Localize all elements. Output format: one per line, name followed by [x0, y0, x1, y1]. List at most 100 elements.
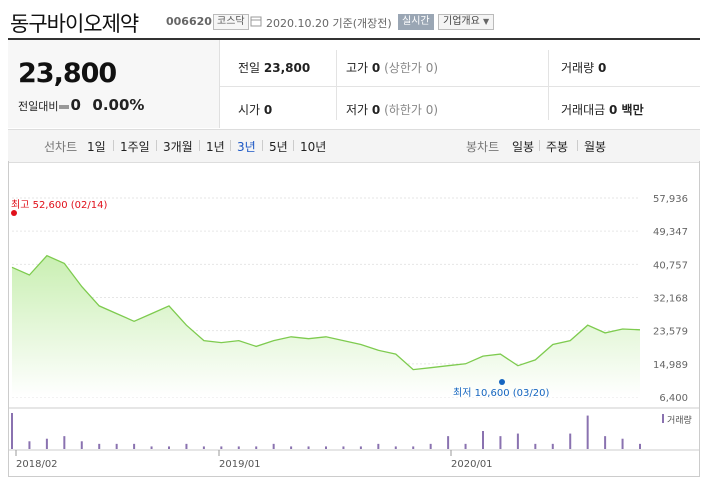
period-option-1[interactable]: 1주일: [120, 140, 150, 154]
volume-bar: [621, 438, 624, 449]
high-label: 고가: [346, 61, 369, 75]
volume-bar: [45, 438, 48, 449]
volume-bar: [307, 446, 310, 449]
period-option-4[interactable]: 3년: [237, 140, 256, 154]
prev-close-value: 23,800: [263, 61, 311, 75]
change-percent: 0.00%: [92, 96, 145, 114]
price-area: [12, 255, 640, 397]
prev-close-label: 전일: [238, 61, 261, 75]
volume-bar: [185, 443, 188, 449]
period-option-0[interactable]: 1일: [87, 140, 106, 154]
y-tick-label: 23,579: [653, 327, 688, 338]
period-option-6[interactable]: 10년: [300, 140, 327, 154]
live-button[interactable]: 실시간: [398, 14, 434, 30]
x-tick-label: 2019/01: [219, 459, 261, 470]
quote-col-divider: [548, 50, 549, 120]
volume-bar: [220, 446, 223, 449]
volume-bar: [639, 443, 641, 449]
period-separator: [199, 140, 200, 151]
price-panel: [8, 40, 220, 128]
stock-code: 006620: [166, 15, 212, 28]
volume-value: 0: [597, 61, 607, 75]
volume-legend: 거래량: [667, 414, 692, 426]
period-option-2[interactable]: 3개월: [163, 140, 193, 154]
period-option-5[interactable]: 5년: [269, 140, 288, 154]
volume-bar: [80, 441, 83, 449]
volume-bar: [28, 441, 31, 449]
volume-bar: [359, 446, 362, 449]
company-info-dropdown[interactable]: 기업개요 ▼: [438, 14, 495, 30]
high-value: 0: [371, 61, 381, 75]
open-price: 시가 0: [238, 101, 272, 118]
volume-bar: [429, 443, 432, 449]
market-badge: 코스닥: [213, 14, 249, 30]
volume-bar: [342, 446, 345, 449]
period-separator: [539, 140, 540, 151]
period-option-3[interactable]: 1년: [206, 140, 225, 154]
volume-bar: [115, 443, 118, 449]
change-value: 0: [70, 96, 81, 114]
volume-bar: [604, 436, 607, 449]
change-row: 전일대비 0 0.00%: [18, 96, 144, 114]
line-chart-label: 선차트: [44, 140, 78, 154]
volume-bar: [394, 446, 397, 449]
header-divider: [8, 38, 700, 40]
low-price: 저가 0 (하한가 0): [346, 101, 438, 118]
company-info-label: 기업개요: [443, 16, 480, 27]
volume-bar: [534, 443, 537, 449]
period-separator: [156, 140, 157, 151]
change-label: 전일대비: [18, 100, 59, 113]
volume-bar: [325, 446, 327, 449]
period-separator: [577, 140, 578, 151]
volume-bar: [150, 446, 153, 449]
period-separator: [113, 140, 114, 151]
candle-chart-label: 봉차트: [466, 140, 500, 154]
volume-bar: [586, 415, 589, 449]
low-label: 저가: [346, 103, 369, 117]
x-tick-label: 2020/01: [451, 459, 493, 470]
volume-legend-swatch: [662, 414, 664, 423]
x-tick-label: 2018/02: [16, 459, 58, 470]
volume-label: 거래량: [561, 61, 595, 75]
volume-bar: [11, 413, 13, 449]
volume-bar: [168, 446, 170, 449]
volume-bar: [551, 443, 554, 449]
candle-option-1[interactable]: 주봉: [546, 140, 569, 154]
volume-bar: [377, 443, 380, 449]
trade-value-label: 거래대금: [561, 103, 606, 117]
volume-bar: [133, 443, 136, 449]
calendar-icon: [250, 16, 262, 27]
candle-option-0[interactable]: 일봉: [512, 140, 535, 154]
y-tick-label: 32,168: [653, 294, 688, 305]
high-label: 최고 52,600 (02/14): [11, 199, 107, 211]
price-line: [11, 254, 641, 371]
volume-bar: [290, 446, 293, 449]
trade-value: 거래대금 0 백만: [561, 101, 644, 118]
lower-limit: (하한가 0): [384, 103, 439, 117]
volume-bar: [499, 436, 502, 449]
open-value: 0: [263, 103, 273, 117]
volume-bar: [569, 433, 572, 449]
high-marker: [11, 210, 17, 216]
volume-bar: [98, 443, 101, 449]
current-price: 23,800: [18, 58, 117, 89]
y-tick-label: 49,347: [653, 227, 688, 238]
y-tick-label: 14,989: [653, 360, 688, 371]
period-separator: [262, 140, 263, 151]
chevron-down-icon: ▼: [483, 17, 490, 26]
low-label: 최저 10,600 (03/20): [453, 387, 549, 399]
company-name: 동구바이오제약: [10, 12, 139, 36]
volume-bar: [482, 431, 484, 449]
volume: 거래량 0: [561, 59, 606, 76]
volume-bar: [447, 436, 450, 449]
candle-option-2[interactable]: 월봉: [584, 140, 607, 154]
period-separator: [293, 140, 294, 151]
period-separator: [230, 140, 231, 151]
quote-col-divider: [336, 50, 337, 120]
volume-bar: [237, 446, 240, 449]
low-value: 0: [371, 103, 381, 117]
trade-value-value: 0 백만: [609, 103, 644, 117]
quote-row-divider: [220, 86, 700, 87]
y-tick-label: 40,757: [653, 260, 688, 271]
